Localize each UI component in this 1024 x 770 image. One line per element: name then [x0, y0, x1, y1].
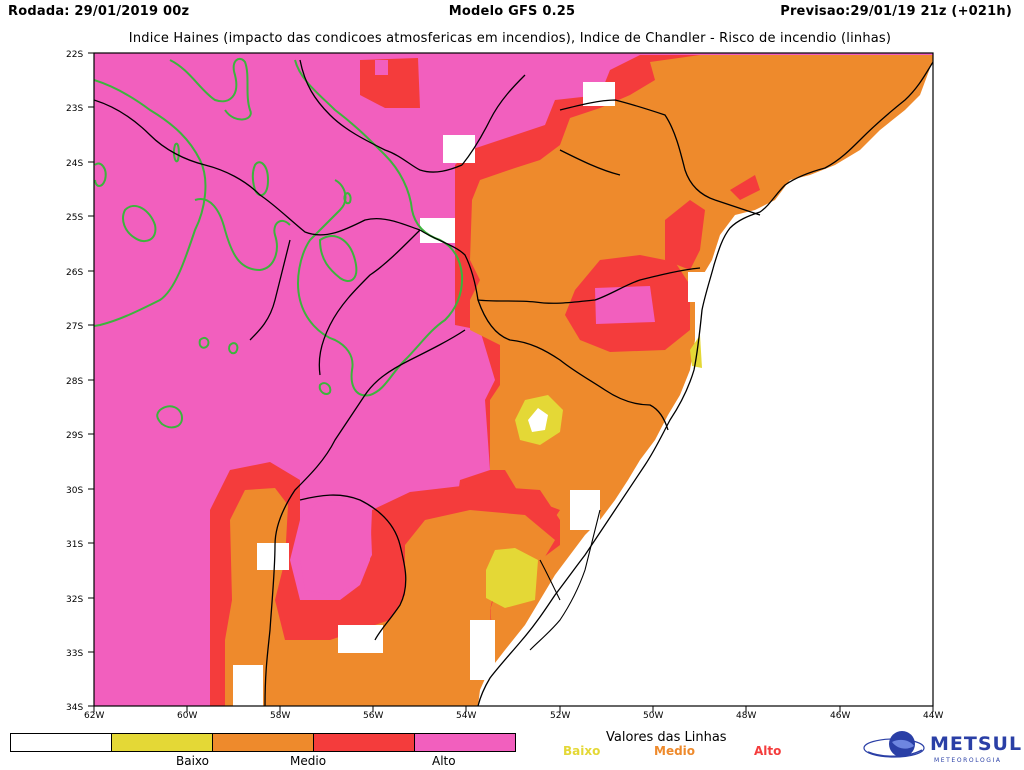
lon-label: 48W: [736, 711, 756, 720]
undefined-cell: [583, 82, 615, 106]
alto-patch-south: [300, 500, 372, 595]
run-time-label: Rodada: 29/01/2019 00z: [8, 4, 190, 19]
legend-swatch-white: [11, 734, 112, 751]
legend-swatch-magenta: [415, 734, 515, 751]
lagoon-outline: [529, 509, 601, 651]
legend-swatch-yellow: [112, 734, 213, 751]
lon-label: 56W: [363, 711, 383, 720]
lat-label: 27S: [66, 322, 83, 332]
lat-label: 23S: [66, 104, 83, 114]
undefined-cell: [688, 272, 708, 302]
lines-legend-alto: Alto: [754, 744, 782, 758]
lat-label: 32S: [66, 595, 83, 605]
legend-swatch-red: [314, 734, 415, 751]
lat-label: 26S: [66, 268, 83, 278]
metsul-logo: [863, 731, 925, 758]
legend-label-medio: Medio: [290, 754, 327, 768]
lines-legend-medio: Medio: [654, 744, 696, 758]
country-state-borders: [94, 59, 761, 706]
undefined-cell: [443, 135, 475, 163]
lon-label: 50W: [643, 711, 663, 720]
lon-label: 54W: [456, 711, 476, 720]
legend-swatch-orange: [213, 734, 314, 751]
coastline: [477, 61, 933, 706]
lon-label: 60W: [177, 711, 197, 720]
chandler-lines: [94, 57, 464, 429]
baixo-spot-south: [486, 548, 538, 608]
lon-label: 46W: [830, 711, 850, 720]
lat-label: 28S: [66, 377, 83, 387]
map-subtitle: Indice Haines (impacto das condicoes atm…: [128, 31, 892, 46]
undefined-cell: [257, 543, 289, 570]
lat-label: 24S: [66, 159, 83, 169]
medio-spot-northeast: [730, 175, 760, 200]
alto-spot-center: [595, 286, 655, 324]
undefined-cell: [570, 490, 600, 530]
legend-label-baixo: Baixo: [176, 754, 209, 768]
forecast-time-label: Previsao:29/01/19 21z (+021h): [780, 4, 1012, 19]
lat-label: 30S: [66, 486, 83, 496]
fire-risk-map: 22S 23S 24S 25S 26S 27S 28S 29S 30S 31S …: [66, 50, 943, 720]
lat-label: 34S: [66, 703, 83, 713]
lat-label: 22S: [66, 50, 83, 60]
lines-legend-title: Valores das Linhas: [606, 730, 727, 745]
logo-subtitle: METEOROLOGIA: [934, 757, 1002, 764]
lon-label: 58W: [270, 711, 290, 720]
logo-wordmark: METSUL: [930, 733, 1023, 755]
lon-label: 62W: [84, 711, 104, 720]
axis-ticks: [88, 52, 934, 712]
medio-island-north: [665, 200, 705, 270]
alto-spot-top-inner: [375, 60, 388, 75]
undefined-cell: [470, 620, 495, 680]
baixo-spot-coast: [690, 335, 702, 368]
lat-label: 33S: [66, 649, 83, 659]
lon-label: 52W: [550, 711, 570, 720]
lon-label: 44W: [923, 711, 943, 720]
lat-label: 25S: [66, 213, 83, 223]
muito-baixo-spot-north: [528, 408, 548, 432]
lines-legend-baixo: Baixo: [563, 744, 601, 758]
model-name-label: Modelo GFS 0.25: [448, 4, 576, 19]
haines-legend-bar: [10, 733, 516, 752]
lat-label: 31S: [66, 540, 83, 550]
legend-label-alto: Alto: [432, 754, 456, 768]
undefined-cell: [233, 665, 263, 706]
lat-label: 29S: [66, 431, 83, 441]
